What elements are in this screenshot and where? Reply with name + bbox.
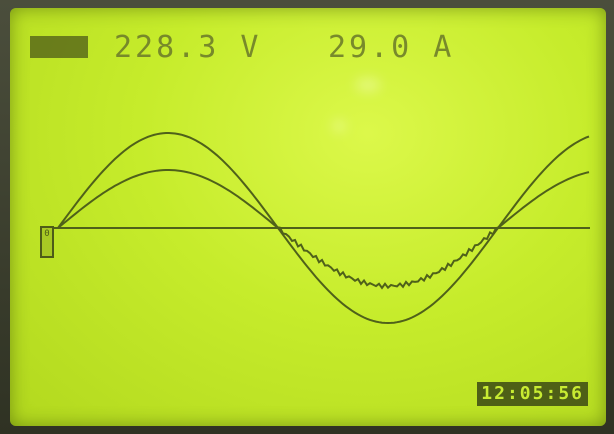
current-readout: 29.0 A bbox=[328, 30, 455, 65]
waveform-display bbox=[50, 132, 590, 325]
screen-glare bbox=[355, 78, 381, 92]
voltage-readout: 228.3 V bbox=[114, 30, 262, 65]
current-waveform bbox=[57, 169, 590, 290]
lcd-screen: 228.3 V 29.0 A 0 12:05:56 bbox=[10, 8, 606, 426]
mode-badge bbox=[30, 36, 88, 58]
channel-marker: 0 bbox=[40, 226, 54, 258]
voltage-waveform bbox=[57, 132, 590, 325]
screen-glare bbox=[332, 120, 346, 132]
time-display: 12:05:56 bbox=[477, 382, 588, 406]
